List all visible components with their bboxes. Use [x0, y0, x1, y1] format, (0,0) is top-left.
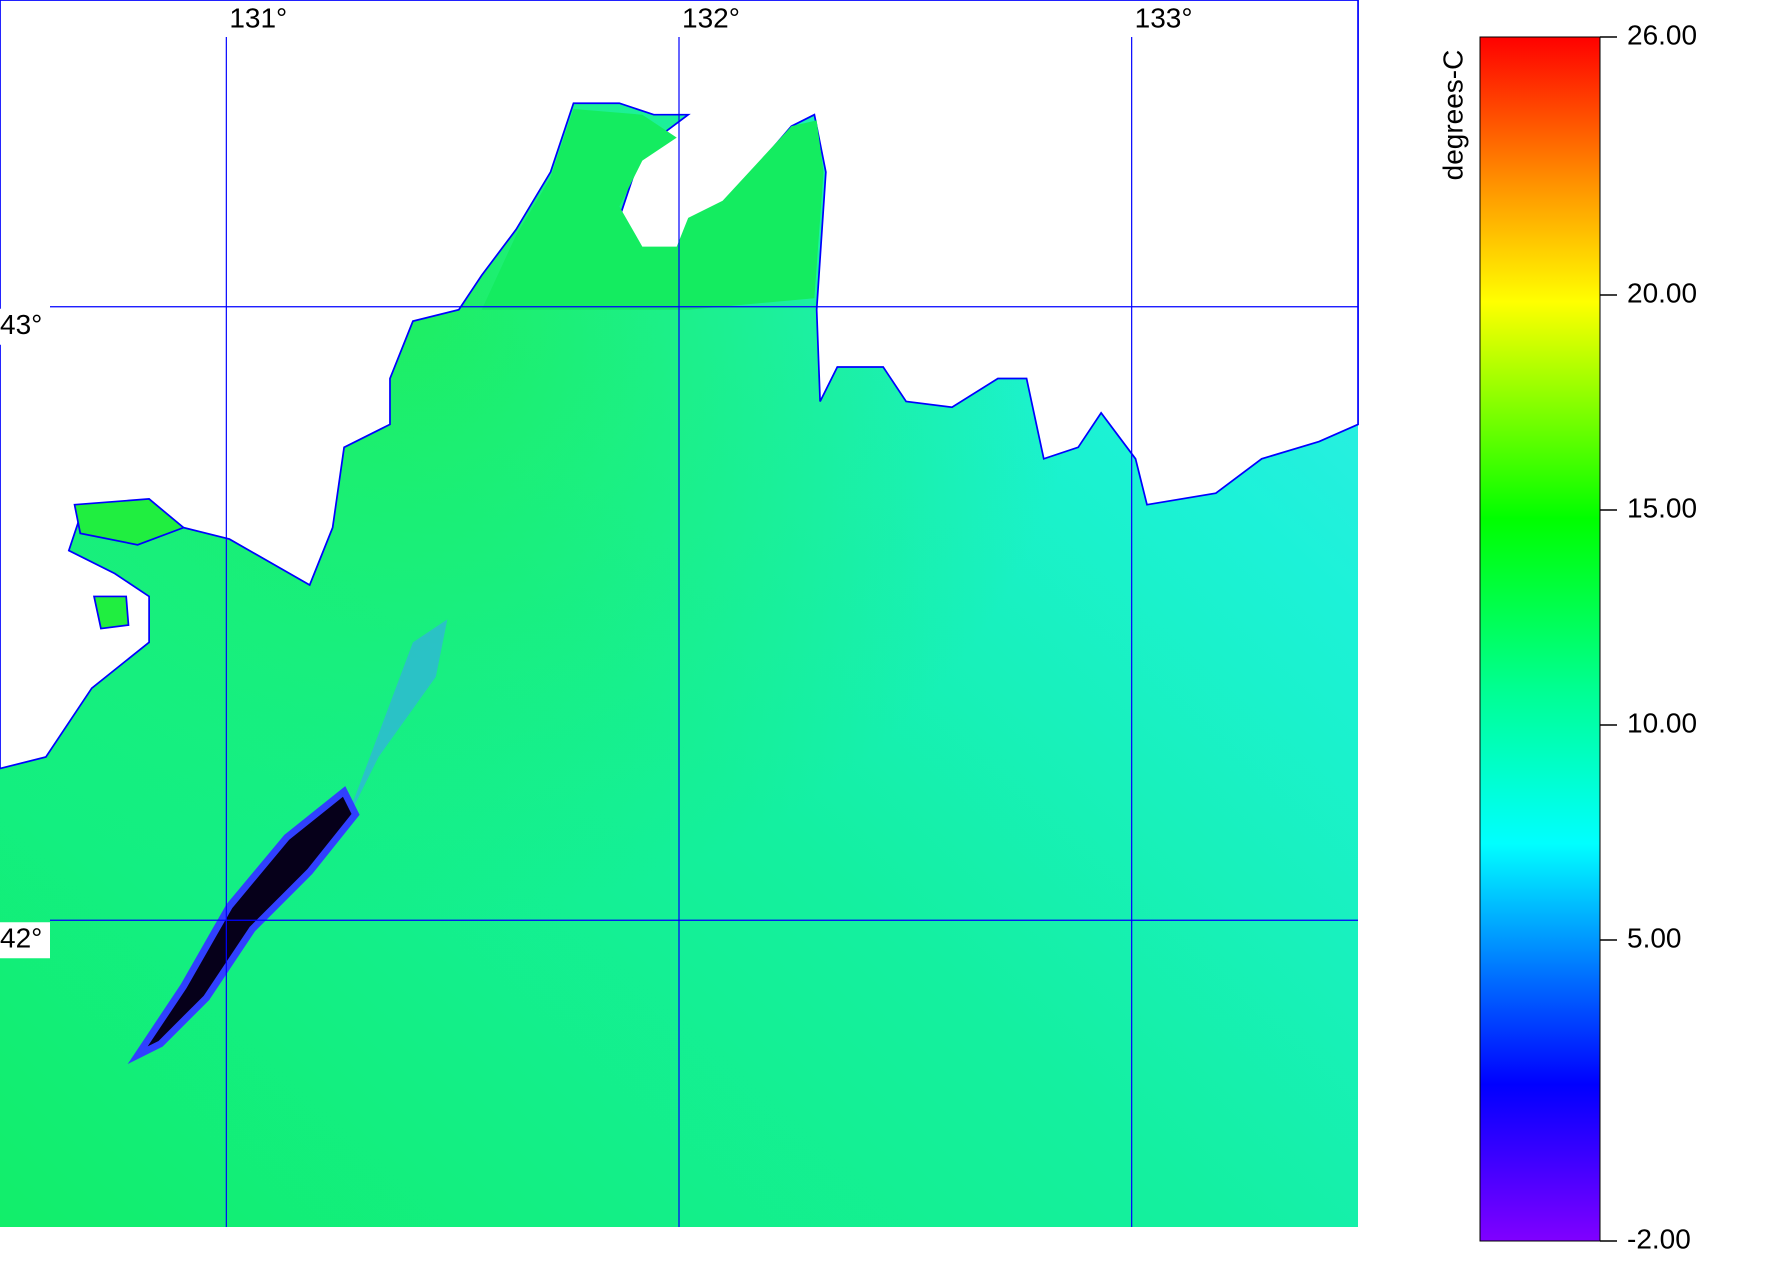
island [73, 498, 186, 546]
y-tick-label: 43° [0, 309, 42, 340]
features [0, 0, 1359, 1065]
x-tick-label: 131° [229, 2, 287, 33]
island [92, 595, 130, 630]
colorbar-tick-label: -2.00 [1627, 1223, 1691, 1254]
colorbar-tick-label: 10.00 [1627, 707, 1697, 738]
label-background [0, 308, 50, 345]
y-tick-label: 42° [0, 923, 42, 954]
x-tick-label: 133° [1135, 2, 1193, 33]
colorbar-tick-label: 26.00 [1627, 19, 1697, 50]
colorbar-tick-label: 5.00 [1627, 922, 1682, 953]
cool-filament [344, 619, 448, 826]
x-tick-label: 132° [682, 2, 740, 33]
coastal-water [481, 108, 824, 310]
colorbar-label: degrees-C [1437, 50, 1468, 181]
colorbar-tick-label: 20.00 [1627, 277, 1697, 308]
cold-streak [127, 786, 360, 1065]
colorbar-tick-label: 15.00 [1627, 492, 1697, 523]
colorbar [1479, 36, 1601, 1242]
label-background [0, 922, 50, 959]
